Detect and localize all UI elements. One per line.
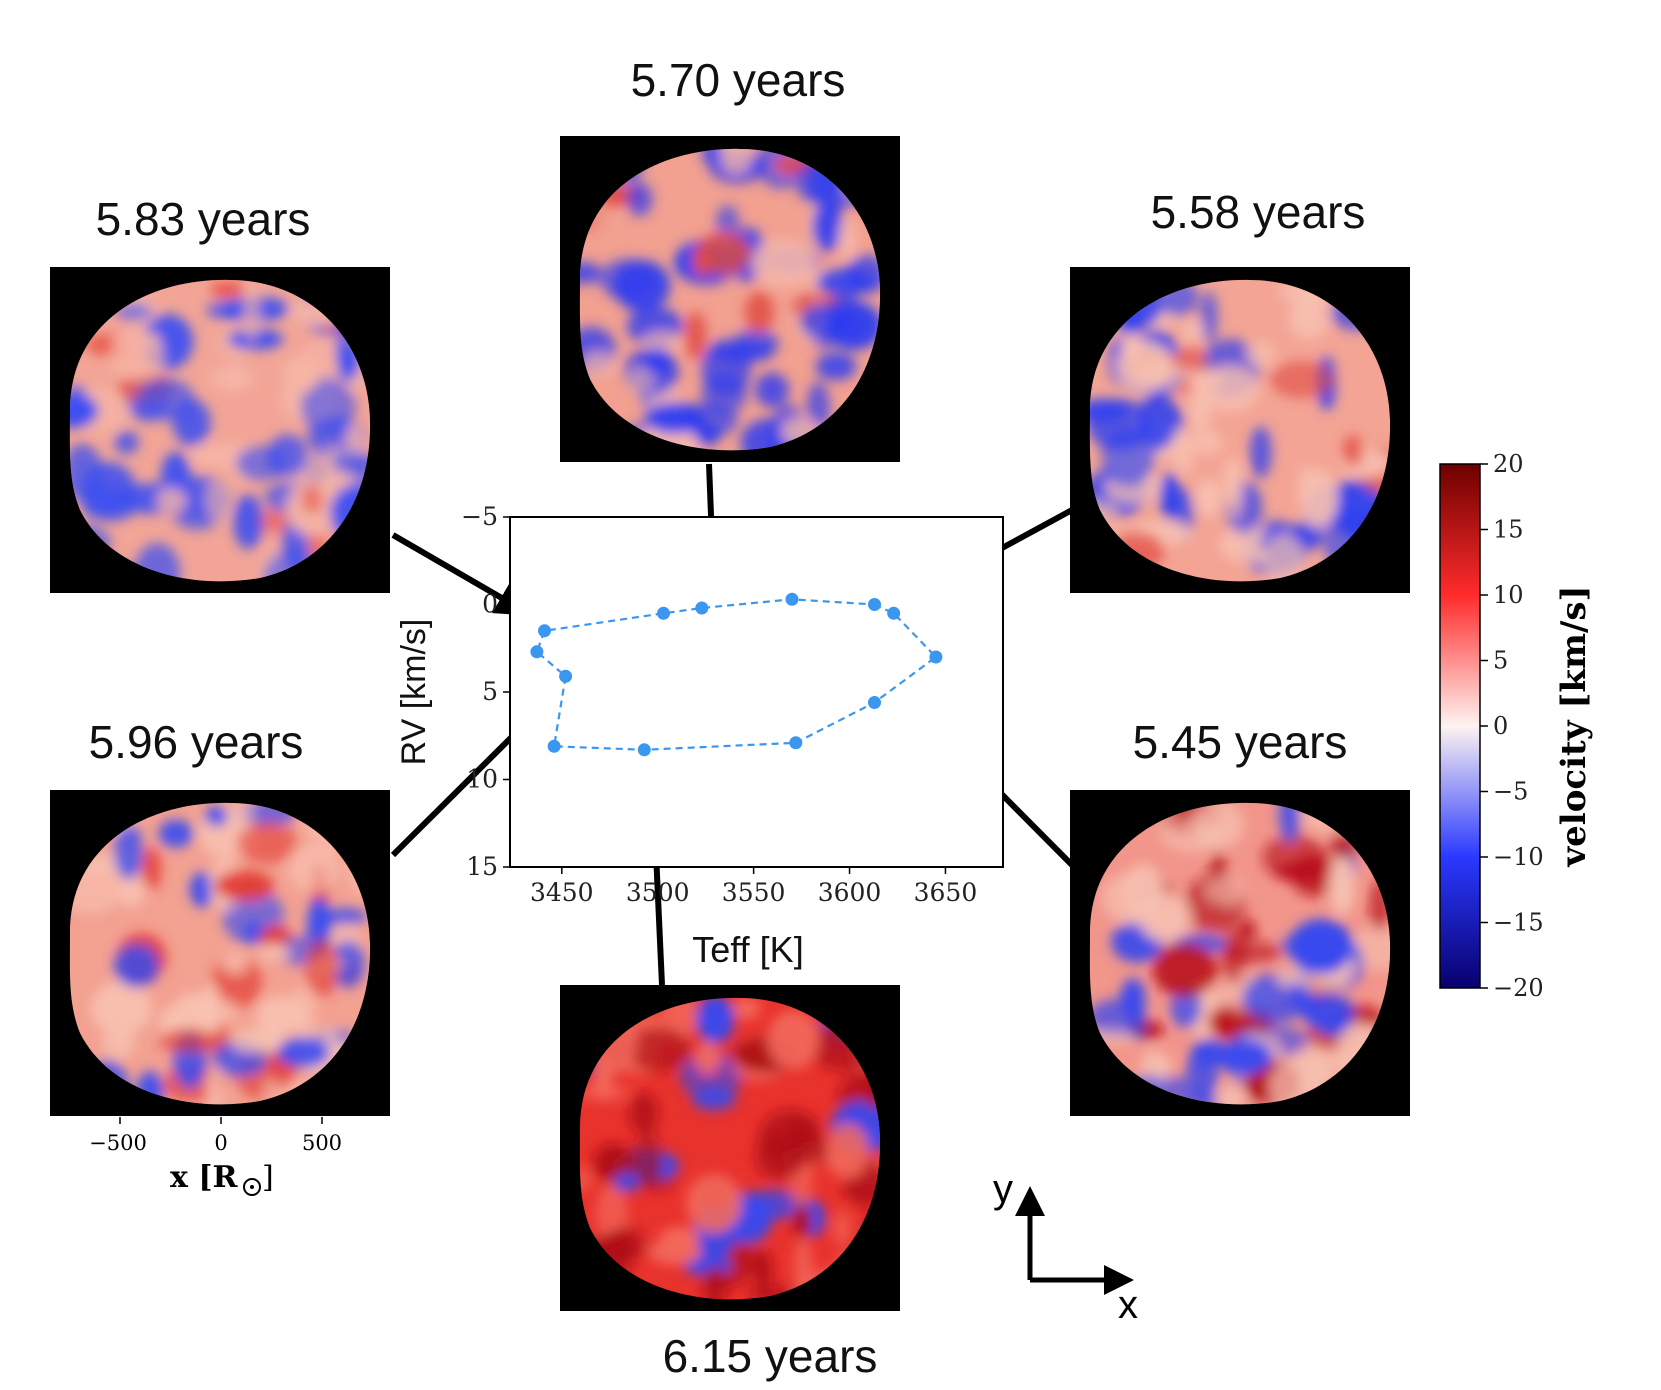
map-tick-neg500: −500: [89, 1131, 147, 1155]
data-point: [637, 743, 651, 757]
y-tick-label: 10: [466, 765, 498, 794]
snapshot-label: 5.70 years: [631, 54, 846, 106]
data-point: [785, 592, 799, 606]
map-tick-500: 500: [302, 1131, 342, 1155]
colorbar-tick-label: 5: [1493, 647, 1508, 675]
y-tick-label: 15: [466, 852, 498, 881]
data-point: [868, 598, 881, 611]
data-point: [547, 739, 561, 753]
data-point: [789, 736, 803, 750]
arrow-583: [391, 532, 533, 616]
snapshot-s615: 6.15 years: [560, 985, 900, 1382]
snapshot-label: 5.58 years: [1151, 186, 1366, 238]
x-tick-label: 3450: [530, 878, 594, 907]
star-velocity-map: [1089, 802, 1391, 1105]
sun-symbol: [243, 1178, 261, 1196]
y-tick-label: 0: [482, 590, 498, 619]
x-tick-label: 3600: [818, 878, 882, 907]
colorbar-tick-label: 20: [1493, 450, 1524, 478]
data-point: [530, 645, 544, 659]
colorbar-tick-label: −5: [1493, 778, 1528, 806]
data-point: [695, 601, 709, 615]
rv-teff-chart: 3450 3500 3550 3600 3650 −5 0 5 10 15 Teff [K] R…: [395, 502, 1004, 970]
map-axis: −500 0 500 x [R ]: [89, 1117, 342, 1196]
colorbar-gradient: [1439, 463, 1481, 989]
snapshot-label: 5.45 years: [1133, 716, 1348, 768]
data-point: [887, 606, 901, 620]
colorbar-tick-label: −10: [1493, 843, 1544, 871]
data-point: [657, 606, 670, 620]
map-tick-0: 0: [214, 1131, 227, 1155]
colorbar-tick-label: −15: [1493, 909, 1544, 937]
star-velocity-map: [579, 148, 881, 451]
x-tick-label: 3550: [722, 878, 786, 907]
map-axis-label: x [R: [170, 1160, 239, 1195]
compass-x-label: x: [1118, 1283, 1138, 1327]
y-tick-label: −5: [461, 502, 498, 531]
snapshot-s558: 5.58 years: [1070, 186, 1410, 593]
y-tick-label: 5: [482, 677, 498, 706]
colorbar-tick-label: 0: [1493, 712, 1508, 740]
y-ticks: −5 0 5 10 15: [461, 502, 510, 881]
map-axis-label-close: ]: [262, 1160, 274, 1195]
snapshot-s596: 5.96 years: [50, 716, 390, 1116]
data-point: [559, 669, 573, 683]
x-axis-label: Teff [K]: [692, 929, 803, 970]
data-point: [929, 650, 943, 664]
snapshot-label: 6.15 years: [663, 1330, 878, 1382]
colorbar-label: velocity [km/s]: [1554, 585, 1594, 867]
series-points: [530, 592, 943, 757]
data-point: [868, 696, 881, 709]
colorbar-tick-label: −20: [1493, 974, 1544, 1002]
star-velocity-map: [1089, 279, 1391, 582]
snapshot-label: 5.83 years: [96, 193, 311, 245]
snapshot-s570: 5.70 years: [560, 54, 900, 462]
compass: y x: [993, 1167, 1138, 1327]
colorbar-tick-label: 10: [1493, 581, 1524, 609]
data-point: [538, 624, 551, 638]
compass-y-label: y: [993, 1167, 1013, 1211]
snapshot-s545: 5.45 years: [1070, 716, 1410, 1116]
x-ticks: 3450 3500 3550 3600 3650: [530, 867, 977, 907]
y-axis-label: RV [km/s]: [395, 619, 433, 766]
snapshot-label: 5.96 years: [89, 716, 304, 768]
x-tick-label: 3500: [626, 878, 690, 907]
colorbar: 20 15 10 5 0 −5 −10 −15 −20 velocity [km/s]: [1439, 450, 1594, 1002]
plot-frame: [509, 516, 1004, 868]
x-tick-label: 3650: [914, 878, 978, 907]
snapshot-s583: 5.83 years: [50, 193, 390, 593]
colorbar-tick-label: 15: [1493, 516, 1524, 544]
